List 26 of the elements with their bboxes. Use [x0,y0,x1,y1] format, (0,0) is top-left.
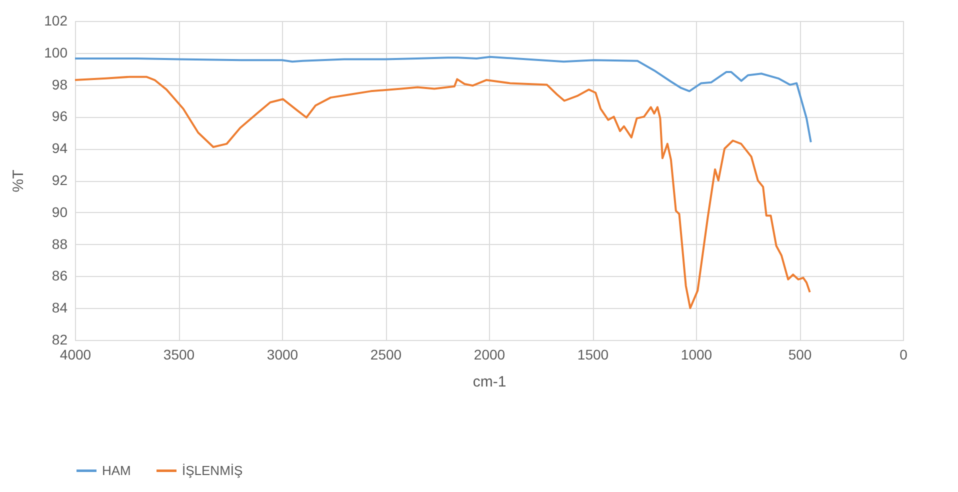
x-tick-label: 4000 [60,346,92,362]
x-tick-label: 2500 [370,346,402,362]
x-tick-label: 0 [900,346,908,362]
x-tick-label: 2000 [474,346,506,362]
y-tick-label: 96 [52,108,68,124]
y-tick-label: 100 [44,44,68,60]
x-tick-label: 500 [788,346,812,362]
y-tick-label: 86 [52,268,68,284]
x-tick-label: 3000 [266,346,298,362]
x-tick-label: 3500 [163,346,195,362]
y-tick-label: 92 [52,172,68,188]
line-series [74,56,812,144]
y-tick-label: 82 [52,332,68,348]
x-tick-label: 1000 [680,346,712,362]
legend-label: İŞLENMİŞ [182,462,244,478]
legend-label: HAM [102,462,131,478]
y-axis-title: %T [10,170,28,192]
y-tick-label: 98 [52,76,68,92]
x-axis-title: cm-1 [472,374,506,390]
y-tick-label: 102 [44,12,68,28]
y-tick-label: 90 [52,204,68,220]
y-tick-label: 84 [52,300,68,316]
x-tick-label: 1500 [577,346,609,362]
line-series [74,76,811,310]
y-tick-label: 88 [52,236,68,252]
y-tick-label: 94 [52,140,68,156]
